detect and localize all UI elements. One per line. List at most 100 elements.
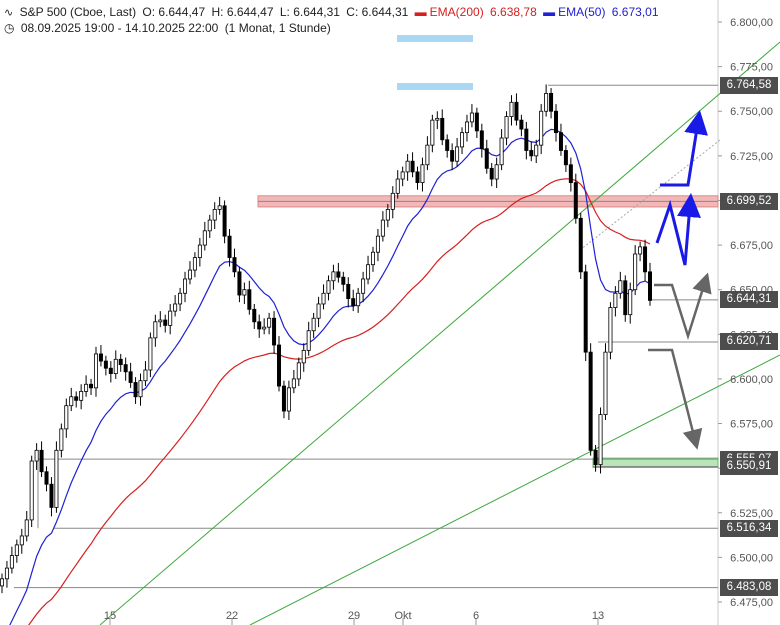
candle-body	[583, 271, 588, 353]
candles	[0, 84, 653, 594]
x-tick-label: 13	[592, 610, 604, 622]
candle-body	[212, 208, 217, 221]
x-tick-label: 15	[104, 610, 116, 622]
level-lines	[14, 84, 718, 589]
candle-body	[430, 119, 435, 146]
candle-body	[573, 182, 578, 219]
price-tag: 6.644,31	[720, 291, 778, 309]
candle-body	[252, 308, 257, 323]
ema50-legend-marker: ▬	[543, 5, 556, 19]
candle-body	[425, 144, 430, 166]
candle-body	[484, 148, 489, 169]
candle-body	[321, 292, 326, 305]
candle-body	[341, 276, 346, 285]
candle-body	[89, 383, 94, 389]
candle-body	[410, 160, 415, 173]
candle-body	[178, 292, 183, 305]
candle-body	[207, 219, 212, 232]
candle-body	[133, 382, 138, 398]
candle-body	[24, 519, 29, 537]
price-tag: 6.764,58	[720, 76, 778, 94]
high-value: H: 6.644,47	[211, 5, 274, 19]
y-tick-label: 6.775,00	[730, 62, 773, 74]
candle-body	[356, 292, 361, 307]
x-tick-label: Okt	[394, 610, 411, 622]
candle-body	[306, 330, 311, 351]
marker-bar	[397, 83, 473, 90]
marker-bar	[397, 35, 473, 42]
ema50-value: 6.673,01	[611, 5, 659, 19]
y-tick-label: 6.800,00	[730, 17, 773, 29]
candle-body	[400, 171, 405, 180]
candle-body	[0, 578, 4, 587]
y-tick-label: 6.750,00	[730, 106, 773, 118]
x-axis: 15 22 29 Okt 6 13	[104, 610, 604, 625]
y-tick-label: 6.475,00	[730, 597, 773, 609]
candle-body	[257, 321, 262, 330]
candle-body	[544, 92, 549, 112]
candle-body	[29, 460, 34, 521]
candle-body	[385, 208, 390, 221]
support-zone	[592, 457, 719, 469]
candle-body	[395, 178, 400, 194]
zones	[257, 35, 719, 469]
candle-body	[291, 378, 296, 389]
candle-body	[173, 303, 178, 312]
candle-body	[331, 271, 336, 282]
open-value: O: 6.644,47	[142, 5, 206, 19]
candle-body	[281, 385, 286, 412]
candle-body	[558, 132, 563, 151]
candle-body	[242, 289, 247, 296]
wave-icon: ∿	[4, 7, 14, 19]
candle-body	[9, 555, 14, 569]
trendlines	[99, 41, 780, 625]
price-tag: 6.516,34	[720, 519, 778, 537]
candle-body	[445, 139, 450, 151]
candle-body	[103, 360, 108, 369]
x-tick-label: 29	[348, 610, 360, 622]
candle-body	[474, 112, 479, 132]
candle-body	[128, 371, 133, 383]
candle-body	[64, 405, 69, 430]
candle-body	[163, 319, 168, 326]
candle-body	[54, 449, 59, 508]
price-tag: 6.699,52	[720, 192, 778, 210]
candle-body	[237, 271, 242, 296]
candle-body	[19, 535, 24, 546]
candle-body	[464, 121, 469, 134]
gray-arrow-down	[648, 348, 703, 450]
candle-body	[262, 326, 267, 330]
candle-body	[301, 349, 306, 364]
candle-body	[588, 351, 593, 451]
candle-body	[504, 116, 509, 139]
candle-body	[158, 319, 163, 323]
candle-body	[183, 278, 188, 294]
candle-body	[509, 101, 514, 117]
price-tag: 6.550,91	[720, 458, 778, 476]
blue-arrow-up	[660, 110, 708, 187]
date-range: 08.09.2025 19:00 - 14.10.2025 22:00	[20, 21, 219, 35]
candle-body	[286, 387, 291, 412]
price-tag: 6.483,08	[720, 579, 778, 597]
candle-body	[336, 271, 341, 278]
candle-body	[123, 364, 128, 373]
y-tick-label: 6.725,00	[730, 151, 773, 163]
candle-body	[549, 92, 554, 112]
candle-body	[59, 428, 64, 451]
candle-body	[499, 137, 504, 166]
candle-body	[39, 449, 44, 473]
candle-body	[370, 251, 375, 266]
candle-body	[643, 246, 648, 273]
candle-body	[98, 353, 103, 362]
candle-body	[415, 171, 420, 184]
candle-body	[593, 449, 598, 465]
candle-body	[232, 257, 237, 273]
candle-body	[4, 567, 9, 580]
candle-body	[366, 264, 371, 280]
candle-body	[608, 307, 613, 353]
candle-body	[375, 235, 380, 253]
candle-body	[143, 369, 148, 382]
candle-body	[202, 230, 207, 246]
ema200-value: 6.638,78	[490, 5, 537, 19]
